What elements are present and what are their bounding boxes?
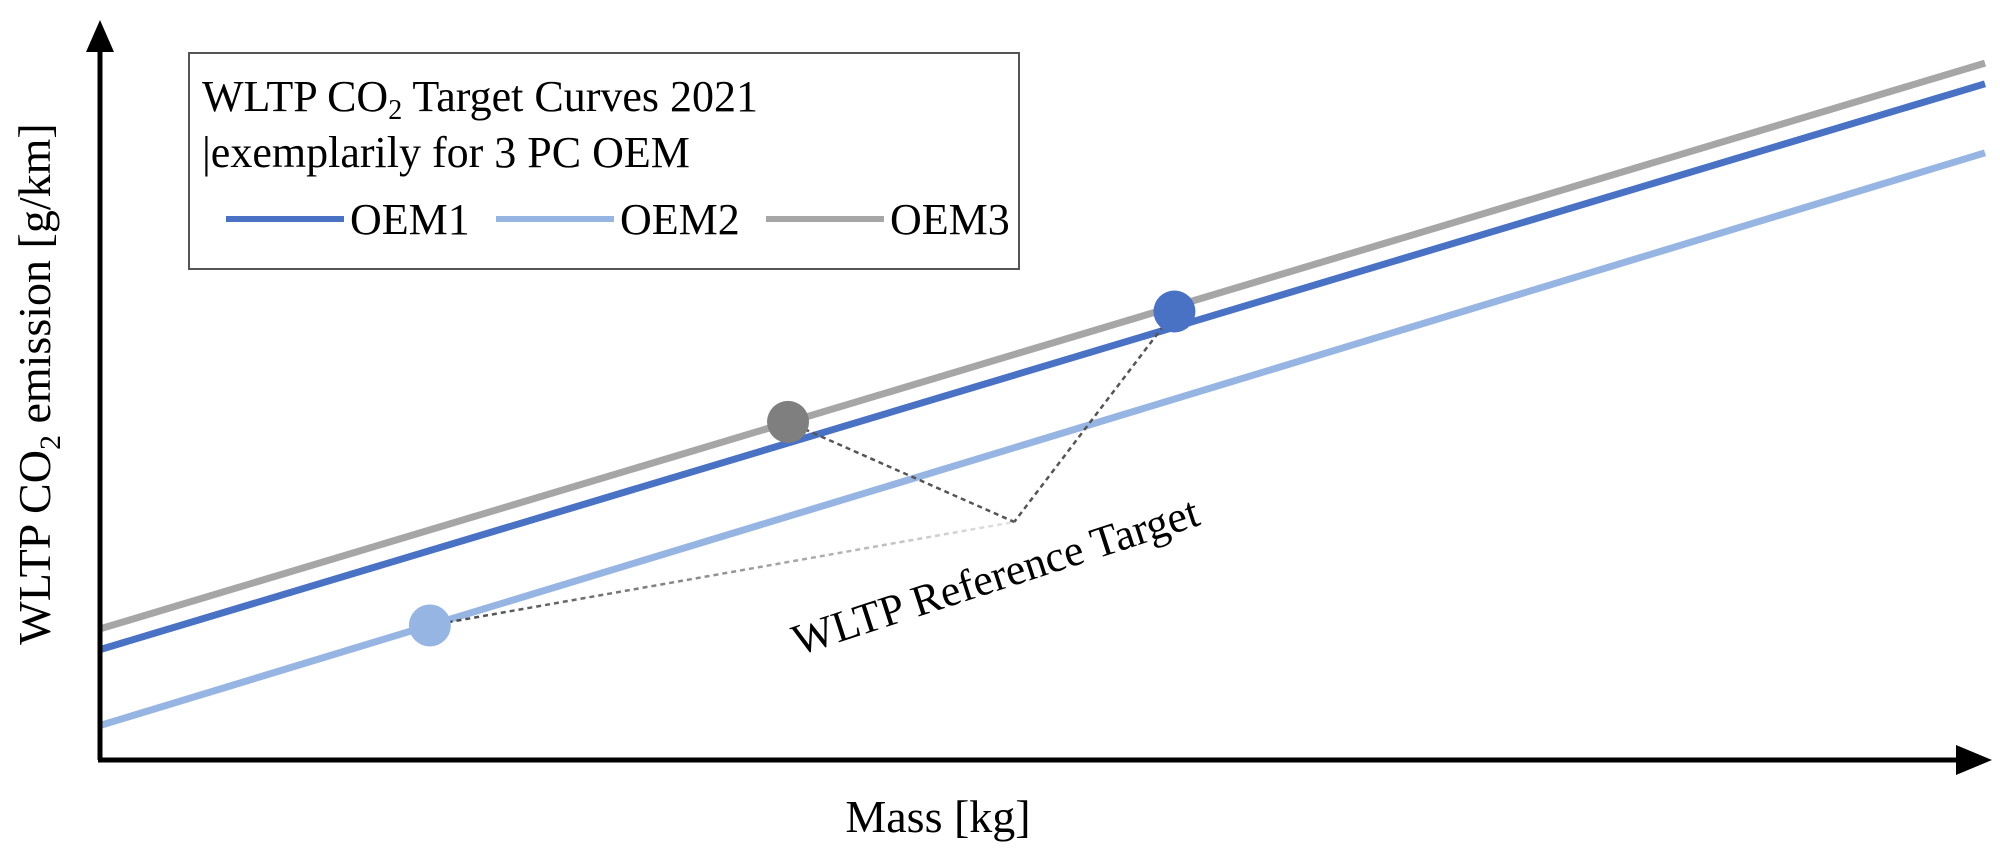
connector-layer	[429, 310, 1176, 627]
point-oem3	[767, 400, 810, 443]
x-axis-arrow-icon	[1956, 745, 1992, 775]
legend-title-line2: |exemplarily for 3 PC OEM	[202, 128, 690, 177]
point-oem1	[1153, 290, 1196, 333]
legend: WLTP CO2 Target Curves 2021 |exemplarily…	[188, 52, 1020, 270]
series-line-oem3	[98, 59, 1987, 633]
legend-label-oem2: OEM2	[620, 194, 740, 244]
legend-entry-oem1: OEM1	[226, 194, 470, 244]
connector-oem1	[1013, 310, 1176, 523]
legend-label-oem1: OEM1	[350, 194, 470, 244]
legend-title-line1: WLTP CO2 Target Curves 2021	[202, 72, 759, 126]
y-axis-arrow-icon	[86, 20, 114, 52]
y-axis-label: WLTP CO2 emission [g/km]	[9, 123, 67, 644]
legend-swatch-oem3	[766, 216, 884, 222]
legend-label-oem3: OEM3	[890, 194, 1010, 244]
legend-entry-oem3: OEM3	[766, 194, 1010, 244]
legend-entry-oem2: OEM2	[496, 194, 740, 244]
x-axis-label: Mass [kg]	[845, 791, 1030, 842]
point-oem2	[408, 604, 451, 647]
legend-swatch-oem1	[226, 216, 344, 222]
legend-swatch-oem2	[496, 216, 614, 222]
point-layer	[408, 290, 1196, 647]
series-line-oem1	[98, 80, 1987, 653]
